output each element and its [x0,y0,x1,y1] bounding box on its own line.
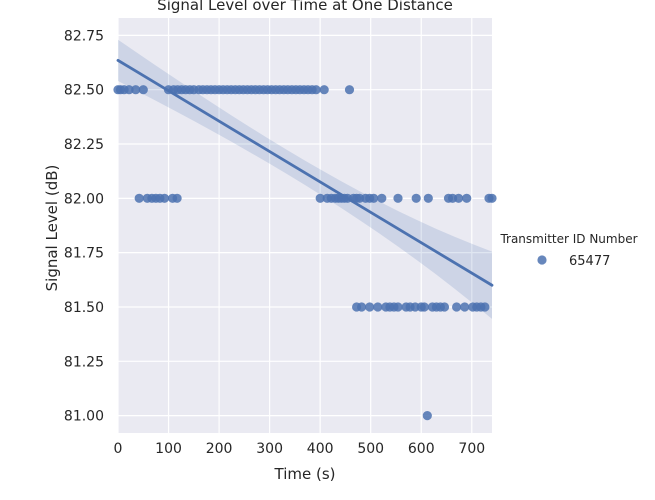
data-point [357,302,367,312]
y-tick-label: 82.75 [64,28,104,44]
x-tick-label: 200 [206,441,233,457]
data-point [124,85,134,95]
x-axis-label: Time (s) [274,465,336,483]
legend-entry-label: 65477 [569,254,610,269]
data-point [393,193,403,203]
y-tick-label: 81.50 [64,300,104,316]
regression-line [116,58,494,287]
data-point [480,302,490,312]
data-point [159,193,170,203]
data-point [439,302,450,312]
x-tick-label: 0 [114,441,123,457]
chart-title: Signal Level over Time at One Distance [157,0,453,14]
data-point [373,302,383,312]
y-tick-label: 81.25 [64,354,104,370]
confidence-band [118,39,492,319]
data-point [487,193,497,203]
data-point [134,193,144,203]
data-point [369,193,379,203]
data-point [319,85,329,95]
data-point [422,411,432,421]
data-point [393,302,403,312]
data-point [454,193,464,203]
data-point [365,302,375,312]
data-point [138,85,148,95]
confidence-band-area [118,39,492,319]
y-tick-label: 82.50 [64,83,104,99]
x-tick-label: 300 [256,441,283,457]
data-point [460,302,470,312]
x-tick-label: 400 [307,441,334,457]
data-point [315,193,325,203]
x-tick-labels: 0 100 200 300 400 500 600 700 [114,441,486,457]
data-point [411,193,421,203]
y-tick-label: 82.00 [64,191,104,207]
x-tick-label: 500 [357,441,384,457]
data-point [423,193,433,203]
legend-title: Transmitter ID Number [499,232,637,246]
x-tick-label: 100 [155,441,182,457]
data-points [113,85,497,421]
y-tick-label: 81.00 [64,409,104,425]
data-point [311,85,321,95]
y-tick-labels: 81.00 81.25 81.50 81.75 82.00 82.25 82.50 82.75 [64,28,104,424]
y-tick-label: 82.25 [64,137,104,153]
regression-line-path [116,58,494,287]
y-tick-label: 81.75 [64,246,104,262]
data-point [419,302,429,312]
x-tick-label: 600 [408,441,435,457]
y-axis-label: Signal Level (dB) [43,165,61,292]
data-point [131,85,141,95]
legend-marker [537,255,547,265]
data-point [377,193,387,203]
x-tick-label: 700 [458,441,485,457]
data-point [344,85,355,95]
legend: Transmitter ID Number 65477 [499,232,637,269]
data-point [462,193,472,203]
data-point [172,193,182,203]
data-point [452,302,462,312]
